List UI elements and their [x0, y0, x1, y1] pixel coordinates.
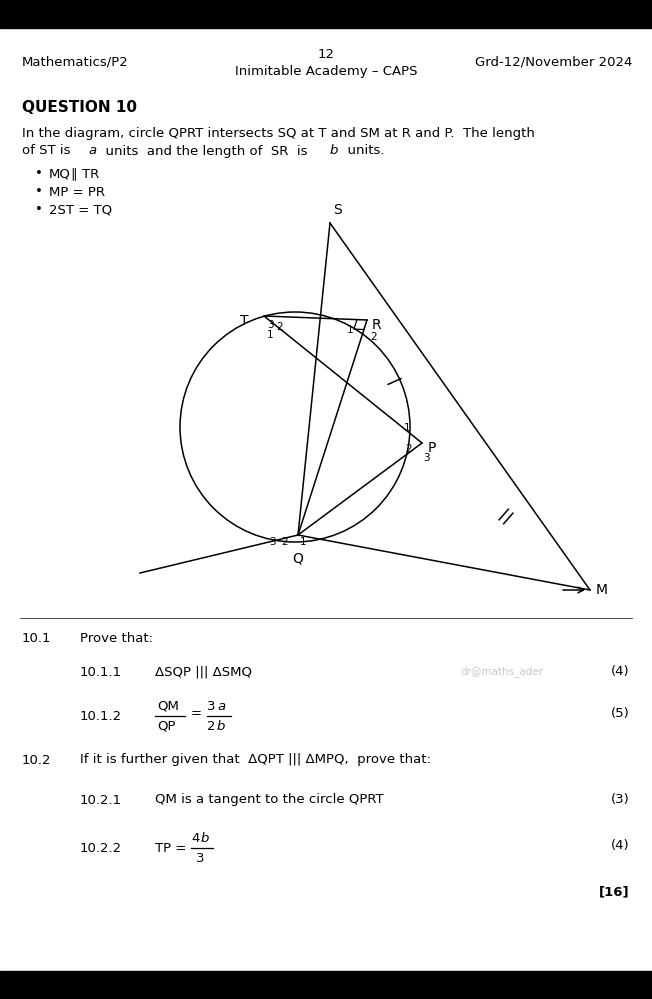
- Text: Inimitable Academy – CAPS: Inimitable Academy – CAPS: [235, 66, 417, 79]
- Text: Prove that:: Prove that:: [80, 631, 153, 644]
- Text: of ST is: of ST is: [22, 145, 79, 158]
- Text: a: a: [88, 145, 96, 158]
- Text: 10.2.2: 10.2.2: [80, 841, 122, 854]
- Text: Grd-12/November 2024: Grd-12/November 2024: [475, 56, 632, 69]
- Text: T: T: [239, 314, 248, 328]
- Text: QM: QM: [157, 699, 179, 712]
- Text: =: =: [191, 707, 202, 720]
- Text: M: M: [596, 583, 608, 597]
- Text: 10.1: 10.1: [22, 631, 52, 644]
- Text: MP = PR: MP = PR: [49, 186, 105, 199]
- Text: QUESTION 10: QUESTION 10: [22, 101, 137, 116]
- Text: Q: Q: [293, 552, 303, 566]
- Text: (4): (4): [612, 665, 630, 678]
- Text: •: •: [35, 168, 43, 181]
- Text: 2: 2: [406, 444, 412, 454]
- Text: 2: 2: [370, 332, 377, 342]
- Text: 3: 3: [423, 453, 430, 463]
- Text: ∥: ∥: [70, 168, 77, 181]
- Text: MQ: MQ: [49, 168, 71, 181]
- Text: units  and the length of  SR  is: units and the length of SR is: [97, 145, 316, 158]
- Text: 1: 1: [267, 330, 274, 340]
- Text: •: •: [35, 186, 43, 199]
- Text: 4: 4: [191, 831, 200, 844]
- Text: (4): (4): [612, 839, 630, 852]
- Text: QP: QP: [157, 719, 175, 732]
- Text: 1: 1: [346, 325, 353, 335]
- Text: b: b: [217, 719, 226, 732]
- Text: QM is a tangent to the circle QPRT: QM is a tangent to the circle QPRT: [155, 793, 383, 806]
- Text: units.: units.: [339, 145, 385, 158]
- Text: (3): (3): [612, 793, 630, 806]
- Text: a: a: [217, 699, 225, 712]
- Text: TP =: TP =: [155, 841, 190, 854]
- Text: R: R: [372, 318, 381, 332]
- Text: 1: 1: [300, 537, 306, 547]
- Text: •: •: [35, 204, 43, 217]
- Text: Mathematics/P2: Mathematics/P2: [22, 56, 128, 69]
- Text: 2: 2: [207, 719, 216, 732]
- Text: 10.2: 10.2: [22, 753, 52, 766]
- Text: 2: 2: [276, 322, 282, 332]
- Text: If it is further given that  ΔQPT ||| ΔMPQ,  prove that:: If it is further given that ΔQPT ||| ΔMP…: [80, 753, 431, 766]
- Text: b: b: [201, 831, 209, 844]
- Text: TR: TR: [82, 168, 99, 181]
- Text: 10.1.1: 10.1.1: [80, 665, 122, 678]
- Text: 10.2.1: 10.2.1: [80, 793, 122, 806]
- Text: P: P: [428, 441, 436, 455]
- Text: [16]: [16]: [599, 885, 630, 898]
- Text: ΔSQP ||| ΔSMQ: ΔSQP ||| ΔSMQ: [155, 665, 252, 678]
- Text: b: b: [330, 145, 338, 158]
- Bar: [0, 0, 652, 28]
- Text: 3: 3: [267, 320, 274, 330]
- Text: 3: 3: [269, 537, 276, 547]
- Text: S: S: [333, 203, 342, 217]
- Text: 3: 3: [207, 699, 216, 712]
- Bar: [0, 971, 652, 999]
- Text: In the diagram, circle QPRT intersects SQ at T and SM at R and P.  The length: In the diagram, circle QPRT intersects S…: [22, 127, 535, 140]
- Text: (5): (5): [612, 707, 630, 720]
- Text: 2: 2: [282, 537, 288, 547]
- Text: 1: 1: [404, 423, 410, 433]
- Text: dr@maths_ader: dr@maths_ader: [460, 666, 543, 677]
- Text: 12: 12: [318, 49, 334, 62]
- Text: 3: 3: [196, 851, 205, 864]
- Text: 2ST = TQ: 2ST = TQ: [49, 204, 112, 217]
- Text: 10.1.2: 10.1.2: [80, 709, 122, 722]
